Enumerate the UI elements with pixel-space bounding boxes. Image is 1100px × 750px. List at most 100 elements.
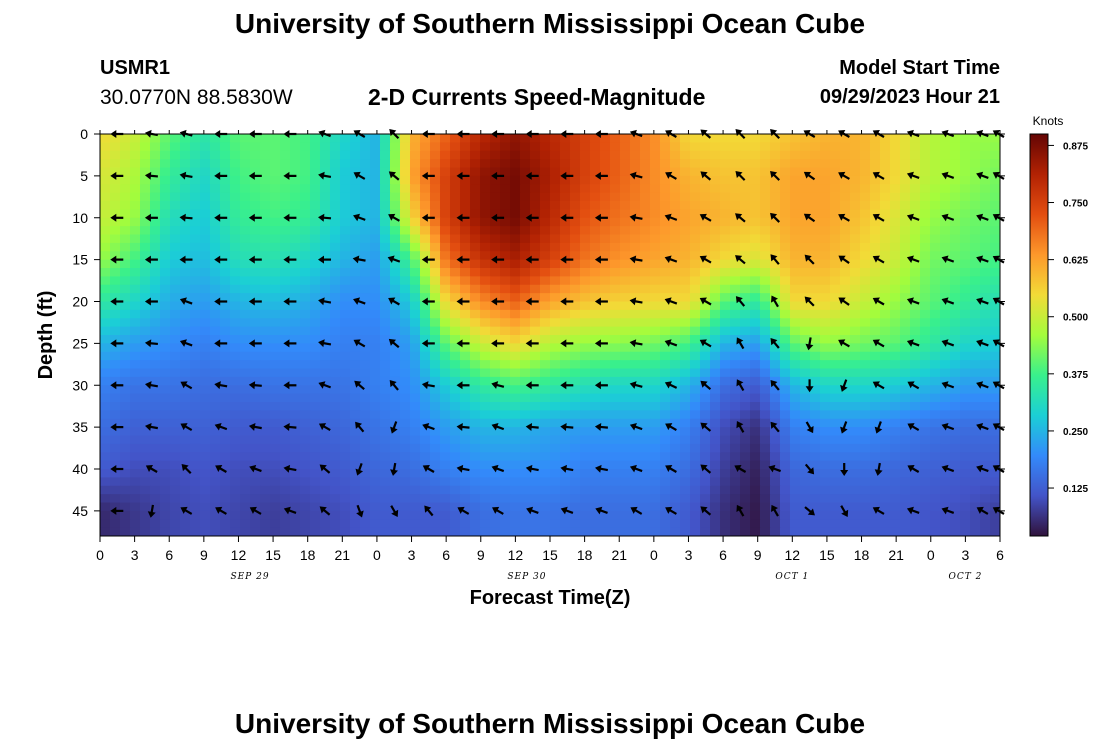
- heatmap-cell: [880, 175, 891, 185]
- heatmap-cell: [140, 510, 151, 520]
- heatmap-cell: [400, 469, 411, 478]
- heatmap-cell: [760, 410, 771, 420]
- heatmap-cell: [540, 435, 551, 445]
- heatmap-cell: [750, 318, 761, 328]
- heatmap-cell: [460, 410, 471, 420]
- heatmap-cell: [270, 209, 281, 219]
- heatmap-cell: [160, 351, 171, 361]
- heatmap-cell: [370, 150, 381, 160]
- heatmap-cell: [820, 485, 831, 495]
- heatmap-cell: [310, 410, 321, 420]
- heatmap-cell: [990, 360, 1000, 370]
- current-arrow: [283, 171, 297, 180]
- heatmap-cell: [820, 251, 831, 261]
- heatmap-cell: [290, 142, 301, 152]
- heatmap-cell: [460, 368, 471, 378]
- heatmap-cell: [140, 259, 151, 269]
- heatmap-cell: [600, 527, 611, 536]
- heatmap-cell: [280, 351, 291, 361]
- heatmap-cell: [840, 175, 851, 185]
- heatmap-cell: [210, 309, 221, 319]
- heatmap-cell: [290, 293, 301, 303]
- heatmap-cell: [950, 301, 961, 311]
- heatmap-cell: [660, 402, 671, 411]
- heatmap-cell: [290, 494, 301, 504]
- heatmap-cell: [410, 209, 421, 219]
- heatmap-cell: [120, 175, 131, 185]
- heatmap-cell: [550, 142, 561, 152]
- heatmap-cell: [590, 335, 601, 344]
- heatmap-cell: [850, 418, 861, 428]
- station-id: USMR1: [100, 57, 171, 79]
- heatmap-cell: [240, 326, 251, 336]
- heatmap-cell: [270, 142, 281, 152]
- current-arrow: [355, 421, 365, 433]
- heatmap-cell: [560, 201, 571, 210]
- heatmap-cell: [910, 134, 921, 143]
- current-arrow: [736, 337, 745, 350]
- heatmap-cell: [670, 192, 681, 202]
- heatmap-cell: [810, 209, 821, 219]
- heatmap-cell: [580, 443, 591, 453]
- heatmap-cell: [210, 301, 221, 311]
- heatmap-cell: [980, 469, 991, 478]
- heatmap-cell: [770, 343, 781, 353]
- heatmap-cell: [700, 268, 711, 277]
- heatmap-cell: [630, 142, 641, 152]
- heatmap-cell: [450, 502, 461, 512]
- heatmap-cell: [400, 477, 411, 487]
- heatmap-cell: [460, 142, 471, 152]
- heatmap-cell: [660, 435, 671, 445]
- heatmap-cell: [180, 402, 191, 411]
- heatmap-cell: [520, 192, 531, 202]
- current-arrow: [354, 380, 365, 390]
- heatmap-cell: [460, 402, 471, 411]
- heatmap-cell: [660, 234, 671, 244]
- heatmap-cell: [180, 175, 191, 185]
- heatmap-cell: [960, 276, 971, 286]
- heatmap-cell: [340, 360, 351, 370]
- heatmap-cell: [510, 167, 521, 177]
- heatmap-cell: [350, 335, 361, 344]
- heatmap-cell: [350, 184, 361, 194]
- date-label: SEP 30: [507, 572, 546, 582]
- heatmap-cell: [630, 485, 641, 495]
- heatmap-cell: [990, 402, 1000, 411]
- heatmap-cell: [620, 293, 631, 303]
- heatmap-cell: [980, 192, 991, 202]
- heatmap-cell: [540, 368, 551, 378]
- heatmap-cell: [320, 234, 331, 244]
- heatmap-cell: [400, 175, 411, 185]
- heatmap-cell: [780, 201, 791, 210]
- heatmap-cell: [640, 393, 651, 403]
- heatmap-cell: [490, 418, 501, 428]
- heatmap-cell: [760, 217, 771, 227]
- heatmap-cell: [920, 134, 931, 143]
- heatmap-cell: [330, 142, 341, 152]
- heatmap-cell: [910, 435, 921, 445]
- heatmap-cell: [100, 175, 111, 185]
- heatmap-cell: [210, 217, 221, 227]
- heatmap-cell: [420, 519, 431, 529]
- heatmap-cell: [480, 268, 491, 277]
- heatmap-cell: [440, 167, 451, 177]
- heatmap-cell: [170, 309, 181, 319]
- heatmap-cell: [710, 343, 721, 353]
- heatmap-cell: [280, 251, 291, 261]
- heatmap-cell: [460, 393, 471, 403]
- heatmap-cell: [850, 259, 861, 269]
- heatmap-cell: [220, 452, 231, 462]
- heatmap-cell: [250, 226, 261, 236]
- heatmap-cell: [570, 418, 581, 428]
- heatmap-cell: [190, 477, 201, 487]
- current-arrow: [389, 379, 399, 391]
- heatmap-cell: [790, 494, 801, 504]
- heatmap-cell: [280, 427, 291, 437]
- heatmap-cell: [950, 150, 961, 160]
- heatmap-cell: [180, 293, 191, 303]
- heatmap-cell: [980, 360, 991, 370]
- current-arrow: [388, 338, 400, 349]
- heatmap-cell: [730, 175, 741, 185]
- heatmap-cell: [750, 485, 761, 495]
- heatmap-cell: [770, 150, 781, 160]
